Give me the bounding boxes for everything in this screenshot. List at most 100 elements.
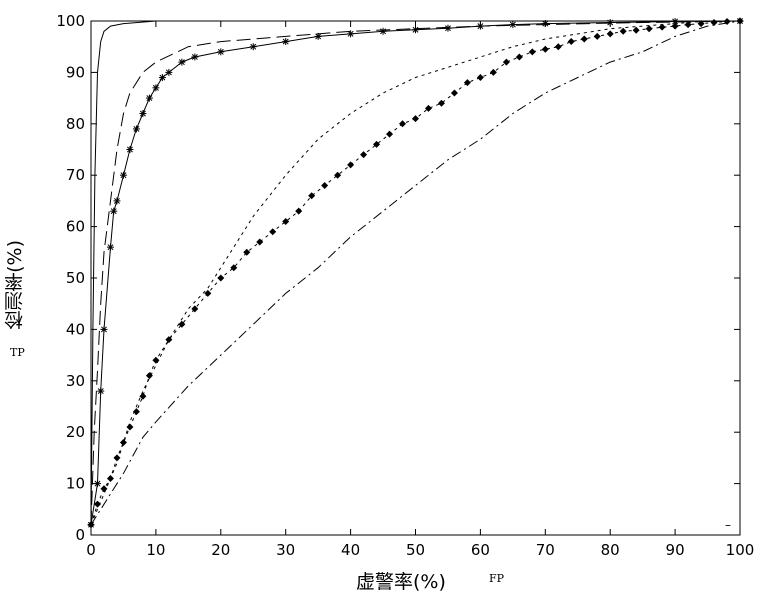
series-4-point-53 bbox=[710, 19, 718, 27]
series-4-point-10 bbox=[152, 356, 160, 364]
series-line-1 bbox=[90, 20, 741, 525]
y-axis-note: TP bbox=[10, 346, 25, 359]
series-2-point-21 bbox=[347, 30, 355, 38]
series-4-point-11 bbox=[165, 336, 173, 344]
series-4-point-12 bbox=[178, 320, 186, 328]
series-4-point-13 bbox=[191, 305, 199, 313]
plot-area-frame bbox=[90, 20, 741, 536]
series-4-point-3 bbox=[106, 474, 114, 482]
x-tick-label-2: 20 bbox=[211, 541, 230, 559]
series-2-point-1 bbox=[93, 480, 101, 488]
series-4-point-7 bbox=[132, 408, 140, 416]
series-4-point-39 bbox=[528, 48, 536, 56]
axis-ticks: 0 10 20 30 40 50 60 70 80 90 100 0 10 20 30 40 50 60 70 80 9… bbox=[56, 12, 754, 559]
series-4-point-20 bbox=[282, 217, 290, 225]
series-4-point-41 bbox=[554, 43, 562, 51]
series-2-point-23 bbox=[412, 26, 419, 34]
series-2-point-27 bbox=[541, 20, 549, 28]
series-2-point-9 bbox=[132, 125, 140, 133]
series-2-point-22 bbox=[379, 27, 387, 35]
series-4-point-51 bbox=[684, 21, 692, 29]
y-tick-label-4: 40 bbox=[66, 320, 85, 338]
x-tick-label-4: 40 bbox=[341, 541, 360, 559]
series-2-point-20 bbox=[314, 32, 322, 40]
series-4-point-42 bbox=[567, 38, 575, 46]
series-2-point-12 bbox=[152, 84, 160, 92]
x-tick-label-6: 60 bbox=[471, 541, 490, 559]
series-4-point-36 bbox=[489, 68, 497, 76]
series-4-point-43 bbox=[580, 35, 588, 43]
x-tick-label-3: 30 bbox=[276, 541, 295, 559]
series-2-point-25 bbox=[476, 22, 484, 30]
legend-marker: – bbox=[725, 518, 731, 532]
y-tick-label-8: 80 bbox=[66, 115, 85, 133]
series-4-point-22 bbox=[308, 192, 316, 200]
series-4-point-19 bbox=[269, 228, 277, 236]
x-tick-label-0: 0 bbox=[86, 541, 96, 559]
series-4-point-49 bbox=[658, 23, 666, 31]
series-4-point-21 bbox=[295, 207, 303, 215]
series-4-point-40 bbox=[541, 45, 549, 53]
y-axis-label: 检测率(%) bbox=[4, 240, 26, 330]
series-4-point-27 bbox=[373, 140, 381, 148]
series-4-point-6 bbox=[126, 423, 134, 431]
x-axis-label: 虚警率(%) bbox=[356, 571, 446, 593]
series-2-point-18 bbox=[249, 43, 257, 51]
series-4-point-33 bbox=[450, 89, 458, 97]
series-4-point-24 bbox=[334, 171, 342, 179]
series-2-point-7 bbox=[119, 171, 127, 179]
series-4-point-29 bbox=[399, 120, 407, 128]
series-line-3 bbox=[90, 20, 740, 525]
series-4-point-32 bbox=[437, 99, 445, 107]
series-2-point-3 bbox=[100, 325, 108, 333]
y-tick-label-2: 20 bbox=[66, 423, 85, 441]
series-4-point-23 bbox=[321, 181, 329, 189]
series-4-point-5 bbox=[119, 438, 127, 446]
series-4-point-26 bbox=[360, 151, 368, 159]
y-tick-label-10: 100 bbox=[56, 12, 85, 30]
series-4-point-28 bbox=[386, 130, 394, 138]
x-tick-label-5: 50 bbox=[406, 541, 425, 559]
y-tick-label-6: 60 bbox=[66, 218, 85, 236]
series-4-point-2 bbox=[100, 485, 108, 493]
series-line-4 bbox=[90, 20, 741, 525]
y-tick-label-3: 30 bbox=[66, 372, 85, 390]
series-2-point-10 bbox=[139, 110, 147, 118]
series-2-point-2 bbox=[97, 387, 105, 395]
series-2-point-17 bbox=[217, 48, 225, 56]
series-4-point-52 bbox=[697, 20, 705, 28]
series-4-point-37 bbox=[502, 58, 510, 66]
series-2-point-13 bbox=[158, 74, 166, 82]
series-4-point-31 bbox=[424, 104, 432, 112]
series-2-point-14 bbox=[165, 68, 173, 76]
series-4-point-18 bbox=[256, 238, 264, 246]
x-tick-label-1: 10 bbox=[146, 541, 165, 559]
series-4-point-4 bbox=[113, 454, 121, 462]
series-4-point-25 bbox=[347, 161, 355, 169]
series-2-point-8 bbox=[126, 146, 134, 153]
y-tick-label-9: 90 bbox=[66, 63, 85, 81]
x-tick-label-9: 90 bbox=[666, 541, 685, 559]
y-tick-label-5: 50 bbox=[66, 269, 85, 287]
series-4-point-16 bbox=[230, 264, 238, 272]
x-tick-label-7: 70 bbox=[536, 541, 555, 559]
series-2-point-4 bbox=[106, 243, 114, 251]
series-line-5 bbox=[90, 20, 741, 525]
series-4-point-0 bbox=[87, 521, 95, 529]
series-4-point-17 bbox=[243, 248, 251, 256]
series-2-point-5 bbox=[110, 207, 118, 215]
series-4-point-8 bbox=[139, 392, 147, 400]
y-tick-label-7: 70 bbox=[66, 166, 85, 184]
series-2-point-15 bbox=[178, 58, 186, 66]
series-2-point-26 bbox=[509, 21, 517, 29]
series-2-point-24 bbox=[444, 24, 452, 32]
series-4-point-50 bbox=[671, 22, 679, 30]
x-tick-label-10: 100 bbox=[726, 541, 755, 559]
series-4-point-38 bbox=[515, 53, 523, 61]
series-4-point-47 bbox=[632, 26, 640, 34]
series-4-point-45 bbox=[606, 30, 614, 38]
series-4-point-9 bbox=[145, 372, 153, 380]
series-2-point-16 bbox=[191, 53, 199, 61]
y-tick-label-1: 10 bbox=[66, 475, 85, 493]
